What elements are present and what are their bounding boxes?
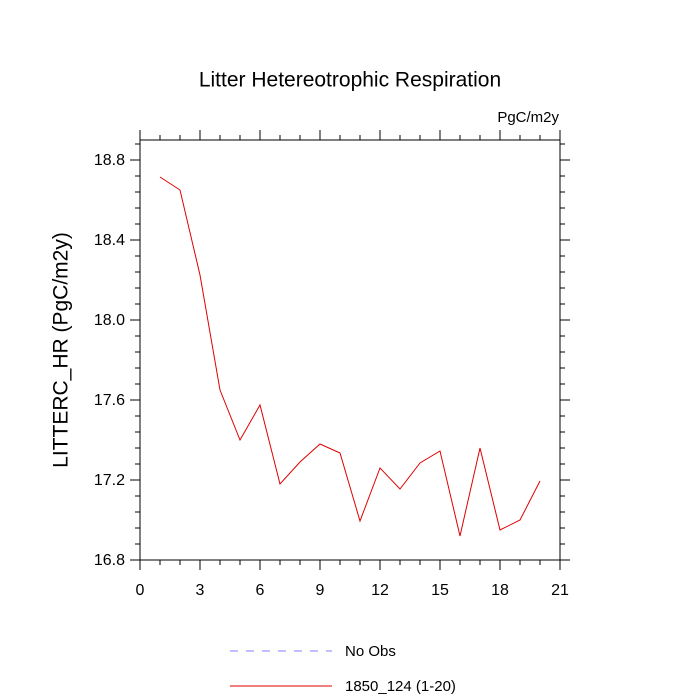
x-tick-label: 15 [431,582,449,599]
annotation: PgC/m2y [497,109,559,126]
chart-title: Litter Hetereotrophic Respiration [199,69,501,92]
x-tick-label: 18 [491,582,509,599]
y-tick-label: 17.2 [94,472,125,489]
x-tick-label: 3 [196,582,205,599]
x-tick-label: 9 [316,582,325,599]
y-tick-label: 18.8 [94,152,125,169]
series-line [159,176,541,537]
y-tick-label: 18.0 [94,312,125,329]
x-tick-label: 12 [371,582,389,599]
x-tick-label: 0 [136,582,145,599]
legend-label: No Obs [345,643,396,660]
y-tick-label: 16.8 [94,552,125,569]
y-axis-label: LITTERC_HR (PgC/m2y) [50,232,73,468]
plot-frame [139,139,561,561]
x-tick-label: 21 [551,582,569,599]
legend-label: 1850_124 (1-20) [345,678,456,695]
y-tick-label: 18.4 [94,232,125,249]
x-tick-label: 6 [256,582,265,599]
y-tick-label: 17.6 [94,392,125,409]
